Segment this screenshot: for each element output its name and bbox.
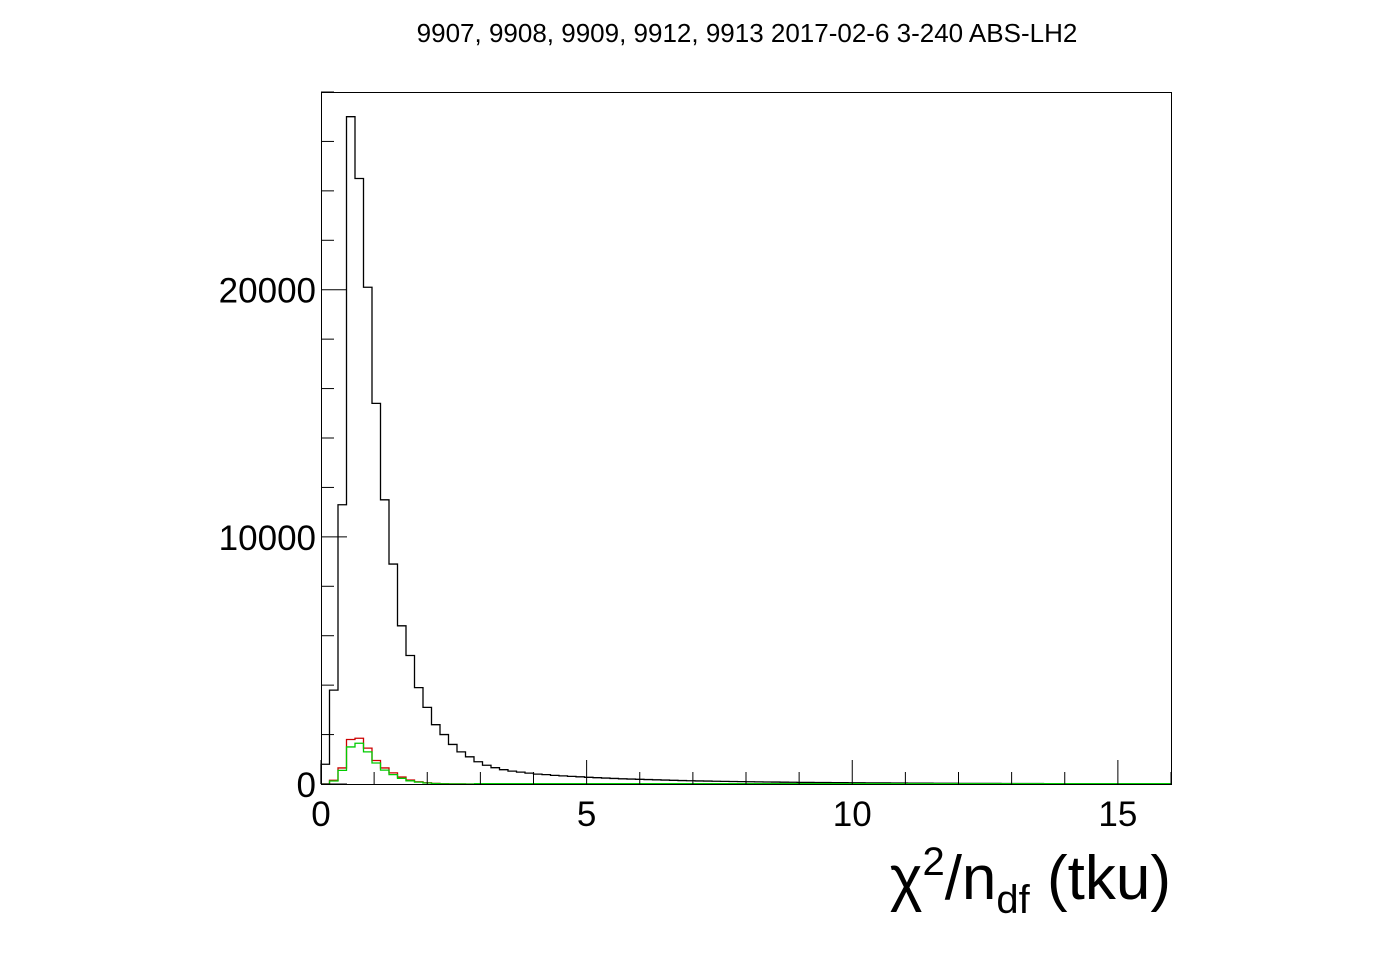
x-axis-title-chi: χ (890, 844, 923, 913)
histogram-series-2 (321, 742, 475, 785)
x-tick-label: 5 (577, 795, 596, 834)
chart-title: 9907, 9908, 9909, 9912, 9913 2017-02-6 3… (417, 18, 1078, 48)
x-axis-title-sub: df (996, 878, 1030, 922)
y-tick-label: 10000 (219, 519, 316, 558)
x-axis-ticks: 0 5 10 15 (311, 760, 1172, 834)
series-layer (320, 116, 1172, 785)
y-tick-label: 20000 (219, 272, 316, 311)
y-tick-label: 0 (297, 766, 316, 805)
x-tick-label: 15 (1098, 795, 1137, 834)
x-axis-title-n: /n (945, 844, 997, 913)
y-axis-ticks: 0 10000 20000 (219, 91, 347, 805)
x-tick-label: 10 (833, 795, 872, 834)
x-tick-label: 0 (311, 795, 330, 834)
x-axis-title: χ2/ndf (tku) (890, 840, 1171, 922)
x-axis-title-rest: (tku) (1030, 844, 1171, 913)
x-axis-title-sup: 2 (922, 840, 944, 884)
